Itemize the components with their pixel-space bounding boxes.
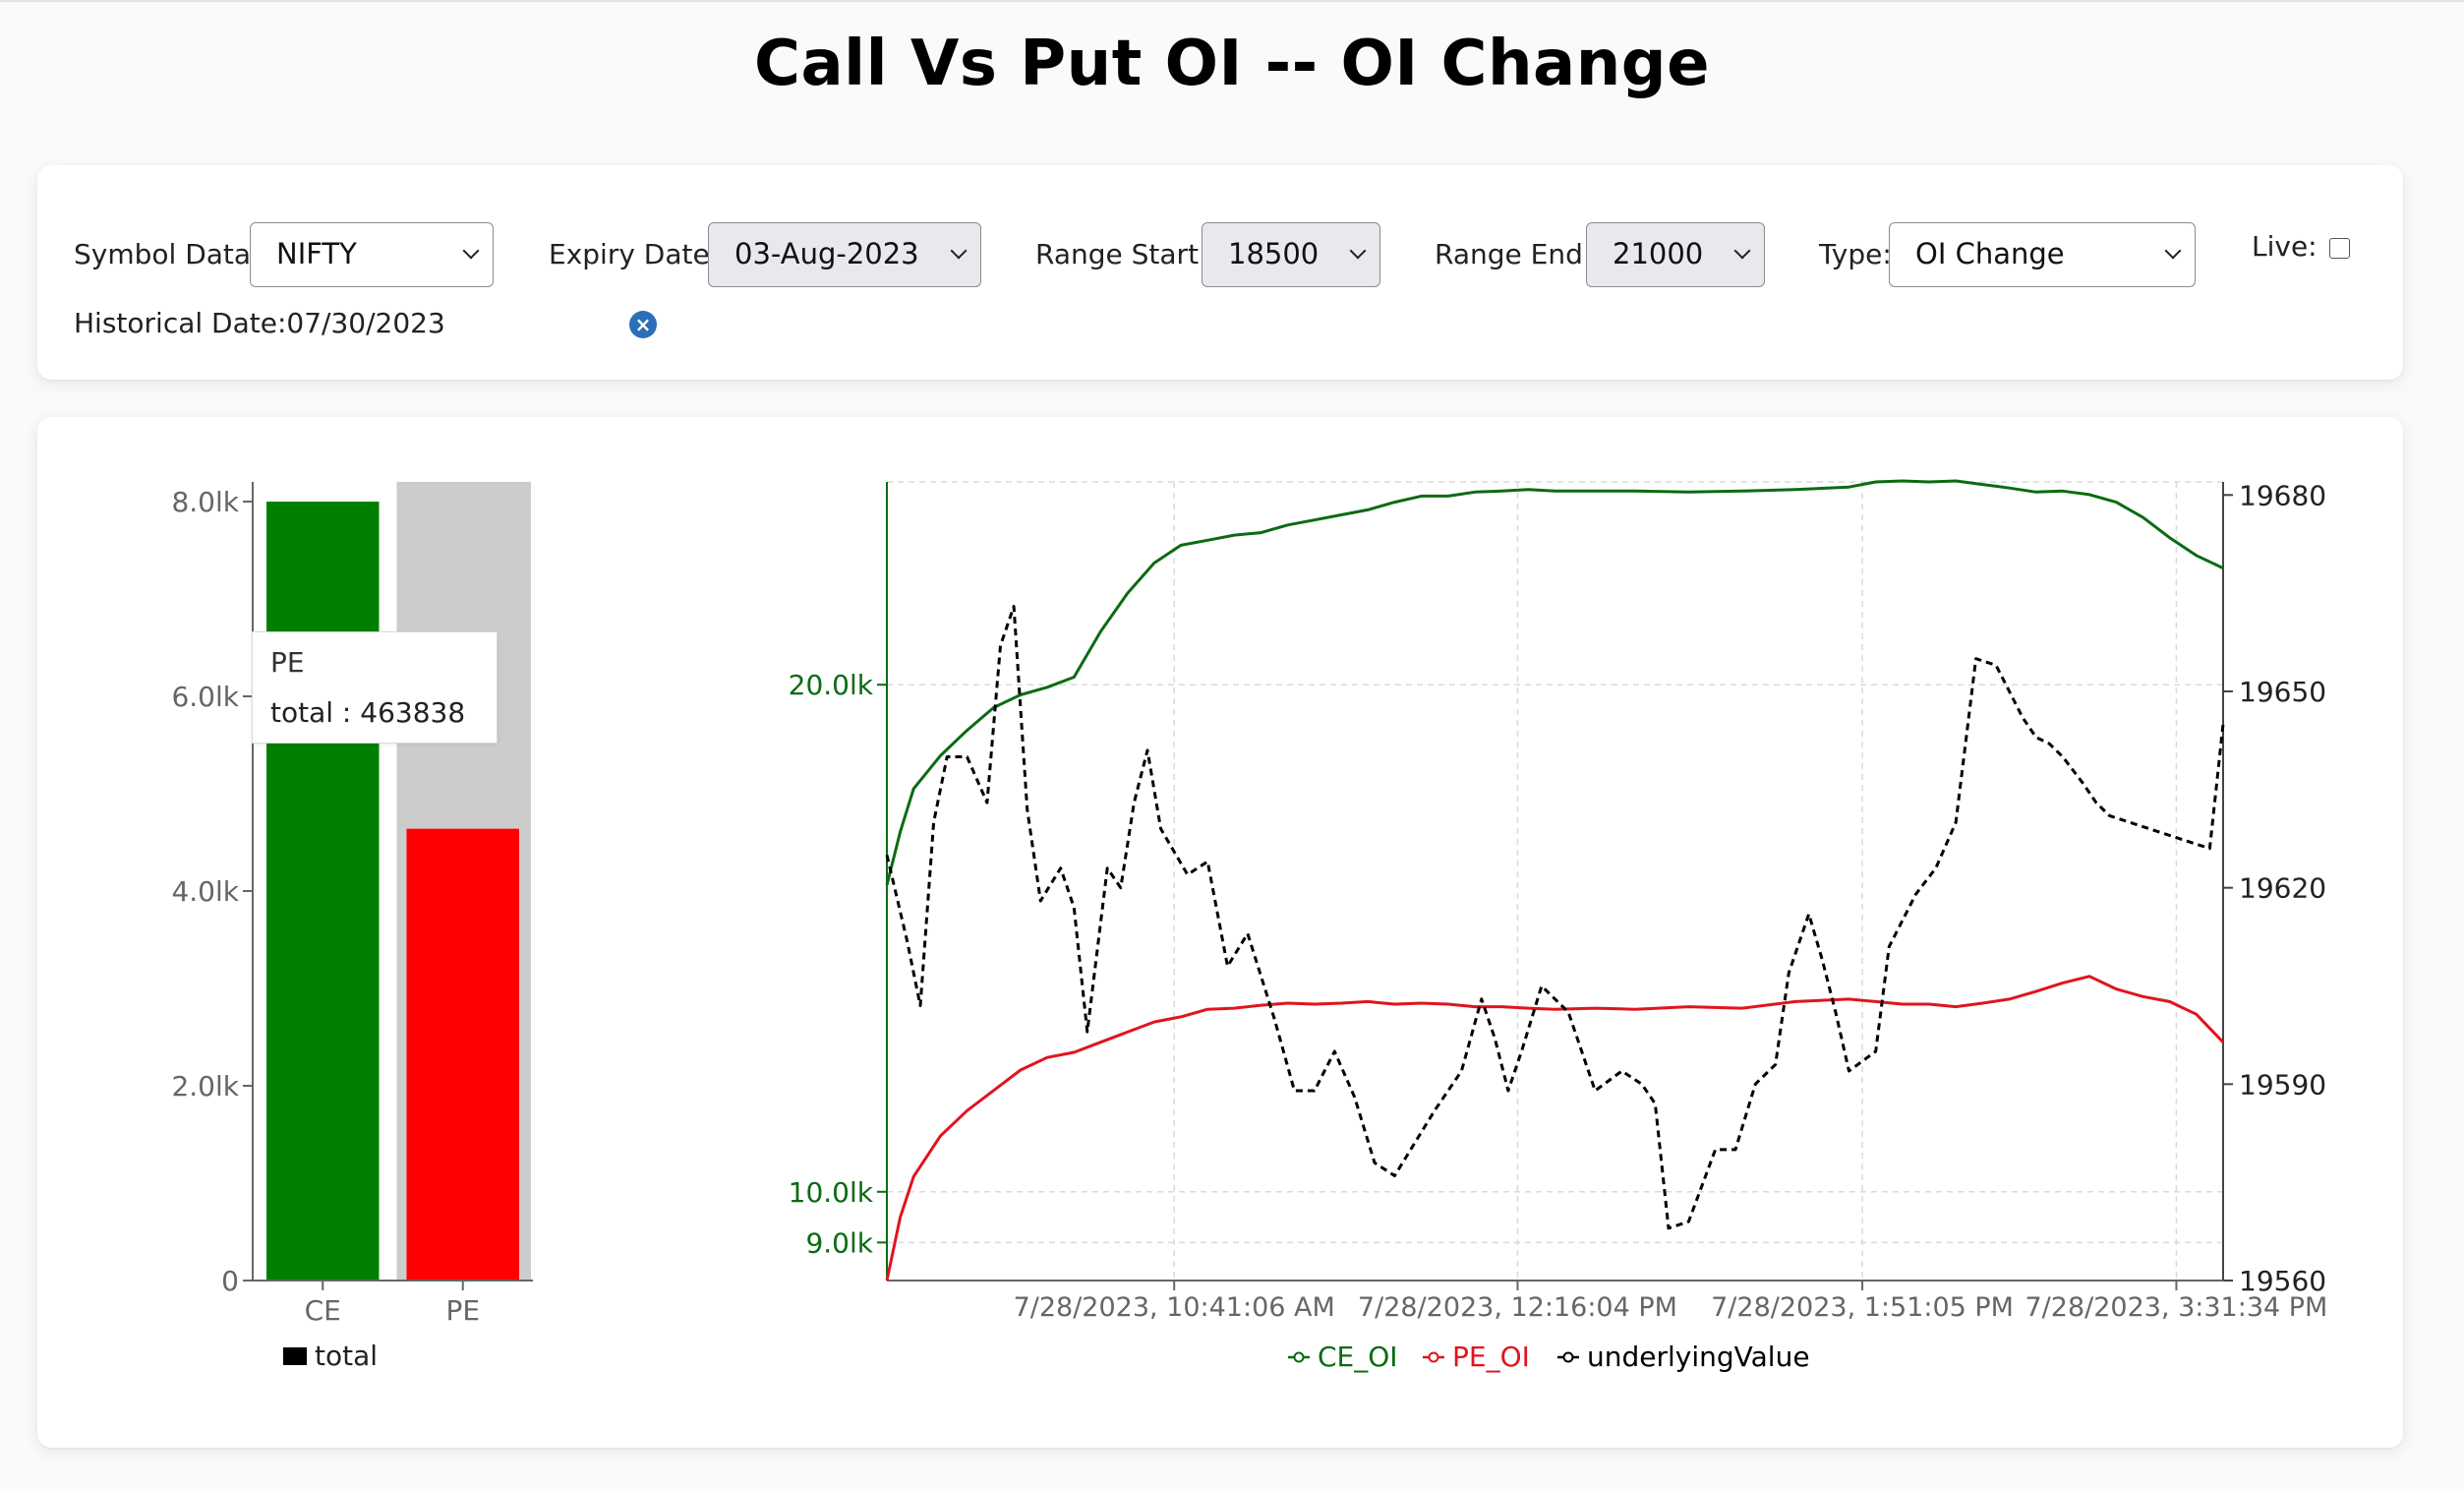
legend-marker [1562, 1351, 1574, 1363]
legend-label-pe_oi: PE_OI [1452, 1341, 1530, 1373]
bar-y-tick-label: 4.0lk [171, 875, 239, 908]
symbol-value: NIFTY [276, 237, 357, 270]
expiry-select[interactable]: 03-Aug-2023 [708, 222, 981, 287]
line-chart: 9.0lk 10.0lk 20.0lk 19560 19590 19620 19650 196… [789, 479, 2328, 1373]
right-tick-label: 19650 [2239, 676, 2326, 708]
series-ce-oi [885, 479, 2224, 886]
bar-x-tick-label: CE [305, 1294, 341, 1327]
live-checkbox[interactable] [2329, 238, 2350, 259]
x-tick-label: 7/28/2023, 12:16:04 PM [1358, 1292, 1677, 1323]
type-select[interactable]: OI Change [1889, 222, 2196, 287]
historical-date-label: Historical Date:07/30/2023 [74, 307, 445, 339]
filter-panel: Symbol Data: NIFTY Expiry Date: 03-Aug-2… [37, 165, 2403, 380]
left-tick-label: 9.0lk [805, 1226, 873, 1259]
legend-marker [1428, 1351, 1439, 1363]
right-tick-label: 19680 [2239, 479, 2326, 511]
series-underlyingvalue [885, 605, 2225, 1230]
type-label: Type: [1819, 238, 1892, 270]
right-tick-label: 19620 [2239, 872, 2326, 905]
historical-date-value: 07/30/2023 [286, 307, 445, 339]
right-tick-label: 19590 [2239, 1068, 2326, 1101]
right-tick-label: 19560 [2239, 1265, 2326, 1297]
bar-y-tick-label: 6.0lk [171, 681, 239, 713]
left-tick-label: 20.0lk [789, 669, 874, 701]
bar-y-tick-label: 2.0lk [171, 1070, 239, 1103]
legend-label-ce_oi: CE_OI [1318, 1341, 1398, 1373]
bar-y-tick-label: 8.0lk [171, 486, 239, 518]
legend-label-total: total [315, 1340, 378, 1372]
tooltip-value: total : 463838 [270, 696, 466, 729]
live-label: Live: [2252, 230, 2317, 263]
range-end-value: 21000 [1613, 237, 1704, 270]
series-pe-oi [885, 975, 2225, 1282]
legend-swatch-total [283, 1347, 307, 1365]
bar-y-tick-label: 0 [221, 1265, 239, 1297]
top-border [0, 0, 2464, 2]
bar-ce [266, 502, 380, 1281]
range-end-label: Range End: [1435, 238, 1593, 270]
bar-chart: 0 2.0lk 4.0lk 6.0lk 8.0lk CE PE total [171, 482, 533, 1372]
symbol-label: Symbol Data: [74, 238, 261, 270]
left-tick-label: 10.0lk [789, 1176, 874, 1209]
range-start-value: 18500 [1228, 237, 1320, 270]
close-icon: × [634, 313, 652, 336]
clear-date-button[interactable]: × [629, 311, 657, 338]
range-start-select[interactable]: 18500 [1202, 222, 1380, 287]
expiry-label: Expiry Date: [549, 238, 720, 270]
range-end-select[interactable]: 21000 [1586, 222, 1765, 287]
legend-label-underlyingvalue: underlyingValue [1587, 1341, 1810, 1373]
symbol-select[interactable]: NIFTY [250, 222, 494, 287]
x-tick-label: 7/28/2023, 10:41:06 AM [1014, 1292, 1335, 1323]
x-tick-label: 7/28/2023, 3:31:34 PM [2025, 1292, 2328, 1323]
bar-tooltip: PE total : 463838 [252, 631, 498, 744]
bar-pe [406, 828, 519, 1281]
range-start-label: Range Start: [1035, 238, 1208, 270]
bar-x-tick-label: PE [445, 1294, 480, 1327]
legend-marker [1293, 1351, 1305, 1363]
tooltip-title: PE [270, 646, 305, 679]
type-value: OI Change [1915, 237, 2065, 270]
page-title: Call Vs Put OI -- OI Change [754, 28, 1710, 100]
expiry-value: 03-Aug-2023 [734, 237, 919, 270]
x-tick-label: 7/28/2023, 1:51:05 PM [1711, 1292, 2014, 1323]
